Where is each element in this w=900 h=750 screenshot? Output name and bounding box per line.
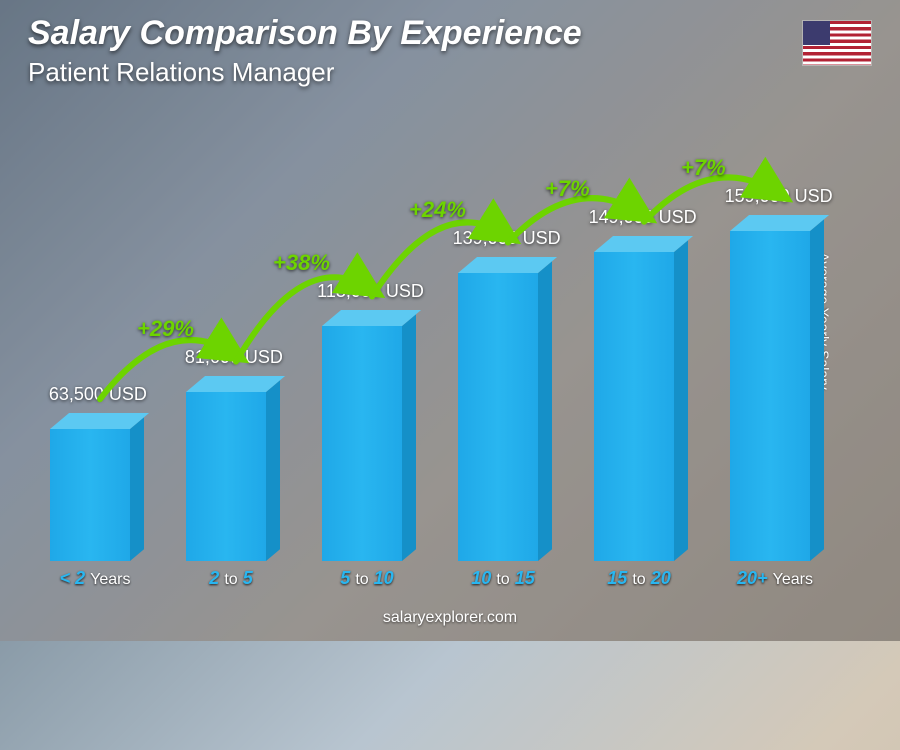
bar-value-label: 113,000 USD — [317, 281, 424, 302]
bar: 139,000 USD — [458, 273, 538, 561]
bar-category-label: 5 to 10 — [302, 568, 432, 589]
increase-label: +7% — [545, 176, 590, 202]
header: Salary Comparison By Experience Patient … — [28, 14, 872, 88]
bar: 63,500 USD — [50, 429, 130, 561]
footer-source: salaryexplorer.com — [0, 609, 900, 627]
page-title: Salary Comparison By Experience — [28, 14, 872, 53]
bar-category-label: 10 to 15 — [438, 568, 568, 589]
bar: 159,000 USD — [730, 231, 810, 561]
bar-value-label: 159,000 USD — [725, 186, 833, 207]
bar-category-label: 15 to 20 — [574, 568, 704, 589]
bar-category-label: < 2 Years — [30, 568, 160, 589]
page-subtitle: Patient Relations Manager — [28, 57, 872, 88]
increase-label: +7% — [681, 155, 726, 181]
increase-label: +24% — [409, 197, 466, 223]
bar: 149,000 USD — [594, 252, 674, 561]
bar: 113,000 USD — [322, 326, 402, 561]
bar-value-label: 81,600 USD — [185, 347, 283, 368]
bar-value-label: 63,500 USD — [49, 384, 147, 405]
country-flag-usa — [802, 20, 872, 66]
bar-chart: 63,500 USD < 2 Years 81,600 USD 2 to 5 113,0… — [30, 109, 850, 589]
increase-label: +29% — [137, 316, 194, 342]
increase-label: +38% — [273, 250, 330, 276]
bar-category-label: 2 to 5 — [166, 568, 296, 589]
bar-value-label: 139,000 USD — [453, 228, 561, 249]
bar-category-label: 20+ Years — [710, 568, 840, 589]
bar-value-label: 149,000 USD — [589, 207, 697, 228]
bar: 81,600 USD — [186, 392, 266, 561]
